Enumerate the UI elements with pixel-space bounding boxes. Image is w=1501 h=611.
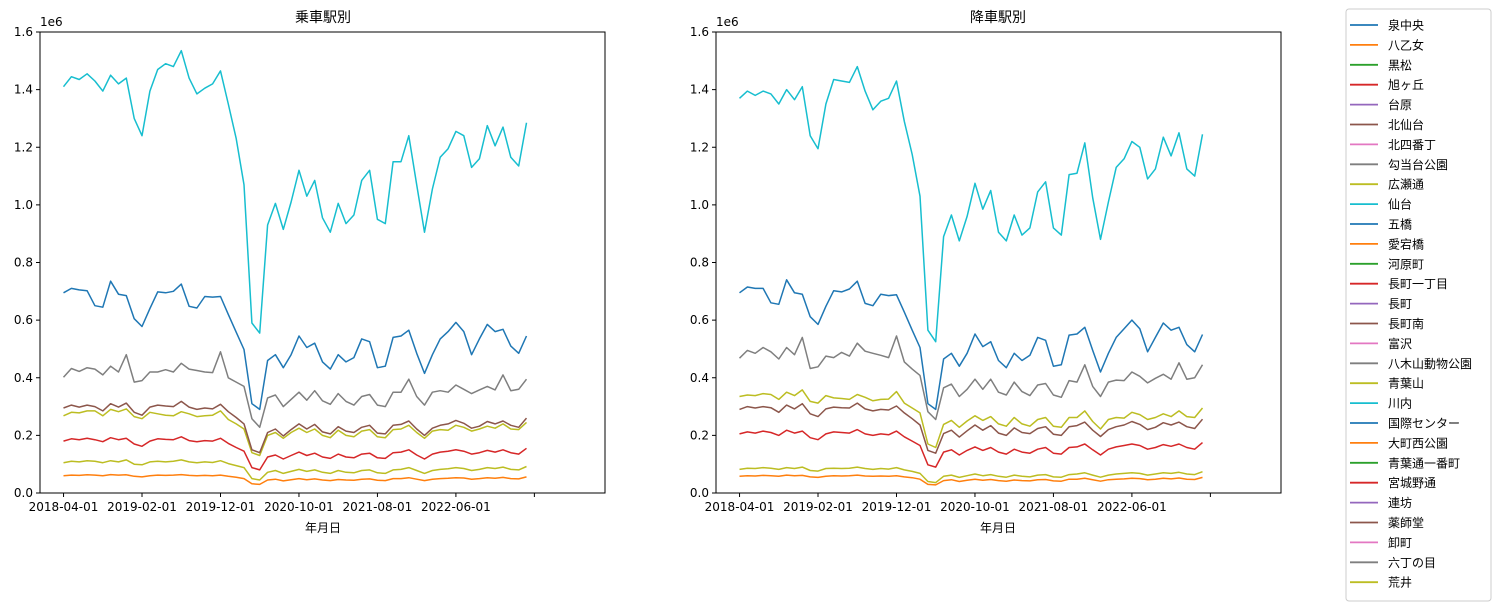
y-tick-label: 1.4: [690, 83, 709, 97]
legend-label: 川内: [1388, 397, 1412, 411]
legend-label: 連坊: [1388, 495, 1412, 510]
legend-label: 仙台: [1388, 197, 1412, 212]
x-tick-label: 2019-02-01: [107, 500, 177, 514]
y-tick-label: 0.0: [14, 486, 33, 500]
y-tick-label: 1.2: [690, 140, 709, 154]
legend-label: 河原町: [1388, 257, 1424, 271]
y-tick-label: 0.8: [14, 256, 33, 270]
x-tick-label: 2019-02-01: [783, 500, 853, 514]
legend-label: 六丁の目: [1388, 556, 1436, 570]
chart-panel-alighting: 降車駅別 1e6 0.0 0.2 0.4 0.6 0.8 1.0 1.2 1.4 1.6 2018…: [690, 9, 1281, 535]
x-axis-label: 年月日: [305, 521, 341, 535]
legend-label: 五橋: [1388, 218, 1412, 232]
y-tick-label: 0.4: [14, 371, 33, 385]
x-tick-label: 2019-12-01: [186, 500, 256, 514]
y-tick-label: 0.4: [690, 371, 709, 385]
legend-label: 八乙女: [1388, 37, 1424, 52]
legend-label: 国際センター: [1388, 417, 1460, 431]
y-tick-label: 1.0: [690, 198, 709, 212]
chart-panel-boarding: 乗車駅別 1e6 0.0 0.2 0.4 0.6 0.8 1.0 1.2 1.4 1.6 2018…: [14, 9, 605, 535]
x-tick-label: 2021-08-01: [1019, 500, 1089, 514]
y-tick-label: 0.6: [14, 313, 33, 327]
legend-box: [1346, 9, 1491, 601]
legend-label: 黒松: [1388, 58, 1412, 72]
x-tick-label: 2020-10-01: [940, 500, 1010, 514]
legend-label: 青葉通一番町: [1388, 456, 1460, 470]
y-tick-label: 0.8: [690, 256, 709, 270]
y-tick-label: 1.6: [690, 25, 709, 39]
y-tick-label: 1.4: [14, 83, 33, 97]
y-tick-label: 0.0: [690, 486, 709, 500]
legend-label: 大町西公園: [1388, 436, 1448, 450]
legend-label: 愛宕橋: [1388, 236, 1424, 251]
x-tick-label: 2019-12-01: [862, 500, 932, 514]
legend-label: 宮城野通: [1388, 475, 1436, 490]
y-tick-label: 0.6: [690, 313, 709, 327]
y-tick-label: 1.6: [14, 25, 33, 39]
legend-label: 広瀬通: [1388, 178, 1424, 192]
legend-label: 富沢: [1388, 336, 1412, 351]
legend-label: 台原: [1388, 97, 1412, 112]
x-tick-label: 2021-08-01: [343, 500, 413, 514]
y-tick-label: 1.0: [14, 198, 33, 212]
legend-label: 長町: [1388, 297, 1412, 311]
y-tick-label: 1.2: [14, 140, 33, 154]
legend-label: 長町南: [1388, 316, 1424, 331]
legend-label: 薬師堂: [1388, 516, 1424, 530]
legend-label: 卸町: [1388, 535, 1412, 550]
legend: 泉中央八乙女黒松旭ヶ丘台原北仙台北四番丁勾当台公園広瀬通仙台五橋愛宕橋河原町長町…: [1346, 9, 1491, 601]
x-tick-label: 2020-10-01: [264, 500, 334, 514]
y-multiplier-label: 1e6: [716, 15, 739, 29]
plot-area: [40, 32, 605, 493]
y-tick-label: 0.2: [690, 428, 709, 442]
x-tick-label: 2022-06-01: [421, 500, 491, 514]
legend-label: 荒井: [1388, 576, 1412, 590]
legend-label: 八木山動物公園: [1388, 357, 1472, 371]
legend-label: 旭ヶ丘: [1388, 78, 1424, 92]
legend-label: 青葉山: [1388, 377, 1424, 391]
legend-label: 勾当台公園: [1388, 157, 1448, 172]
legend-label: 北仙台: [1388, 117, 1424, 132]
x-axis-label: 年月日: [980, 521, 1016, 535]
legend-label: 長町一丁目: [1388, 277, 1448, 291]
chart-title: 降車駅別: [970, 9, 1026, 26]
y-tick-label: 0.2: [14, 428, 33, 442]
x-tick-label: 2018-04-01: [29, 500, 99, 514]
legend-label: 泉中央: [1388, 18, 1424, 33]
legend-label: 北四番丁: [1388, 138, 1436, 152]
y-multiplier-label: 1e6: [40, 15, 63, 29]
x-tick-label: 2022-06-01: [1097, 500, 1167, 514]
chart-title: 乗車駅別: [295, 9, 351, 26]
x-tick-label: 2018-04-01: [705, 500, 775, 514]
